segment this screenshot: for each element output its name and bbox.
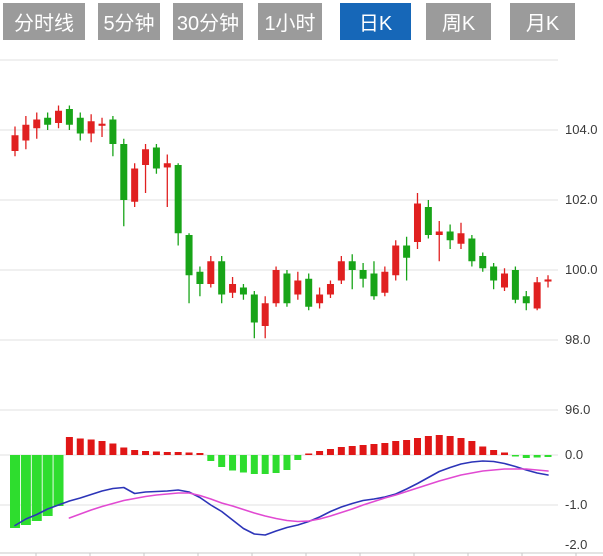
tab-daily-k[interactable]: 日K xyxy=(340,3,411,40)
macd-dea-line xyxy=(68,468,549,523)
price-gridlines xyxy=(0,59,558,411)
tab-weekly-k[interactable]: 周K xyxy=(426,3,491,40)
tab-timeline[interactable]: 分时线 xyxy=(3,3,85,40)
tab-30min[interactable]: 30分钟 xyxy=(173,3,243,40)
svg-text:100.0: 100.0 xyxy=(565,262,598,277)
svg-text:102.0: 102.0 xyxy=(565,192,598,207)
tab-1hour[interactable]: 1小时 xyxy=(258,3,322,40)
svg-text:-1.0: -1.0 xyxy=(565,497,587,512)
period-tabbar: 分时线 5分钟 30分钟 1小时 日K 周K 月K xyxy=(0,0,603,42)
price-axis-labels: 104.0 102.0 100.0 98.0 96.0 xyxy=(565,122,598,417)
svg-text:96.0: 96.0 xyxy=(565,402,590,417)
macd-histogram xyxy=(10,435,552,528)
svg-text:-2.0: -2.0 xyxy=(565,537,587,552)
macd-axis-labels: 0.0 -1.0 -2.0 xyxy=(565,447,587,552)
macd-dif-line xyxy=(14,460,549,536)
tab-monthly-k[interactable]: 月K xyxy=(510,3,575,40)
candles-series xyxy=(11,105,552,339)
svg-text:104.0: 104.0 xyxy=(565,122,598,137)
svg-text:98.0: 98.0 xyxy=(565,332,590,347)
tab-5min[interactable]: 5分钟 xyxy=(98,3,160,40)
svg-text:0.0: 0.0 xyxy=(565,447,583,462)
